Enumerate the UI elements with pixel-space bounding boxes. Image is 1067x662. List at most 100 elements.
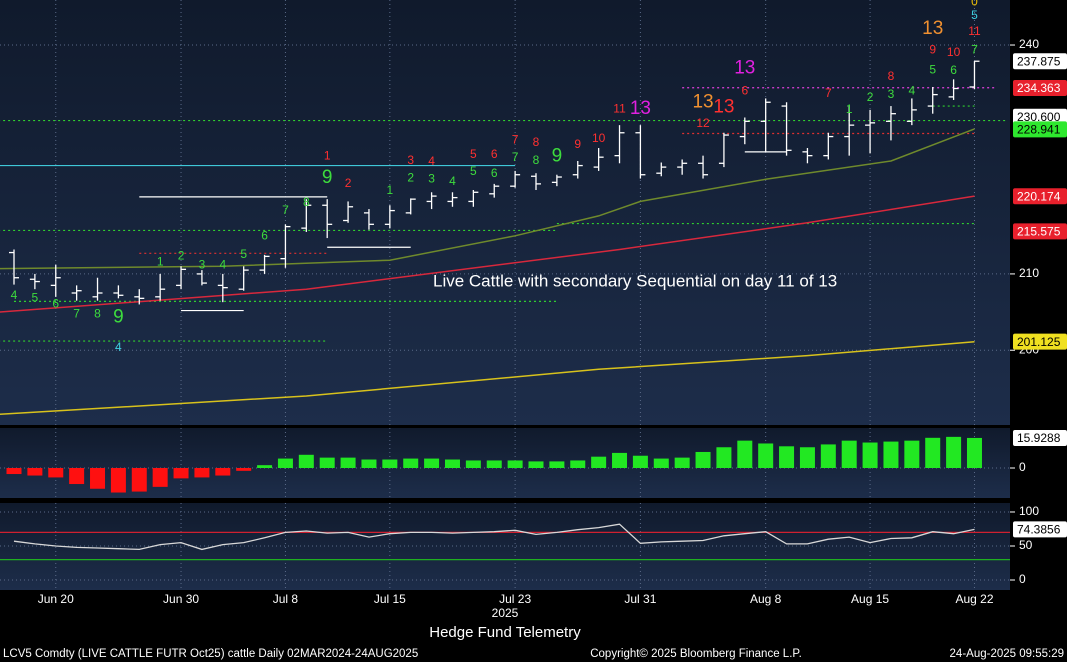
year-label: 2025 <box>492 606 519 620</box>
sequential-count: 3 <box>428 171 435 185</box>
histogram-bar <box>883 441 899 468</box>
price-tag <box>1013 53 1067 70</box>
chart-annotation: Live Cattle with secondary Sequential on… <box>433 271 837 290</box>
sequential-count: 9 <box>552 145 563 166</box>
sequential-count: 5 <box>32 291 39 305</box>
histogram-bar <box>966 437 982 468</box>
histogram-bar <box>277 458 293 468</box>
histogram-bar <box>257 465 273 468</box>
price-tag <box>1013 521 1067 538</box>
histogram-bar <box>361 459 377 468</box>
sequential-count: 10 <box>592 131 606 145</box>
sequential-count: 3 <box>407 153 414 167</box>
histogram-bar <box>298 454 314 468</box>
sequential-count: 3 <box>199 258 206 272</box>
histogram-bar <box>173 468 189 479</box>
histogram-bar <box>236 468 252 471</box>
histogram-bar <box>904 440 920 468</box>
histogram-bar <box>549 461 565 468</box>
x-axis-title: Hedge Fund Telemetry <box>429 624 581 641</box>
histogram-bar <box>90 468 106 489</box>
y-tick-label: 0 <box>1019 460 1026 474</box>
sequential-count: 5 <box>470 164 477 178</box>
price-tag <box>1013 333 1067 350</box>
sequential-count: 7 <box>512 133 519 147</box>
price-tag <box>1013 223 1067 240</box>
histogram-bar <box>799 447 815 468</box>
sequential-count: 6 <box>741 84 748 98</box>
histogram-bar <box>716 447 732 468</box>
sequential-count: 10 <box>947 45 961 59</box>
x-tick-label: Jul 31 <box>624 592 656 606</box>
sequential-count: 8 <box>533 135 540 149</box>
sequential-count: 2 <box>178 249 185 263</box>
price-tag <box>1013 121 1067 138</box>
histogram-panel <box>0 428 1010 498</box>
moving-average <box>0 128 975 270</box>
sequential-count: 11 <box>613 101 626 115</box>
x-tick-label: Jul 23 <box>499 592 531 606</box>
sequential-count: 0 <box>971 0 978 8</box>
main-panel <box>0 0 1010 425</box>
x-tick-label: Jun 30 <box>163 592 199 606</box>
histogram-bar <box>215 468 231 476</box>
sequential-count: 8 <box>888 69 895 83</box>
x-tick-label: Aug 22 <box>955 592 993 606</box>
sequential-count: 12 <box>696 116 710 130</box>
histogram-bar <box>6 468 22 475</box>
histogram-bar <box>382 459 398 468</box>
price-tag-label: 220.174 <box>1017 189 1061 203</box>
sequential-count: 6 <box>261 229 268 243</box>
sequential-count: 9 <box>113 306 124 327</box>
y-tick-label: 100 <box>1019 504 1039 518</box>
y-tick-label: 240 <box>1019 37 1039 51</box>
x-tick-label: Aug 15 <box>851 592 889 606</box>
sequential-count: 7 <box>512 150 519 164</box>
histogram-bar <box>424 458 440 468</box>
oscillator-panel <box>0 503 1010 590</box>
sequential-count: 9 <box>574 137 581 151</box>
sequential-count: 13 <box>734 58 755 79</box>
sequential-count: 13 <box>713 97 734 118</box>
x-tick-label: Jun 20 <box>38 592 74 606</box>
sequential-count: 7 <box>825 86 832 100</box>
price-tag-label: 234.363 <box>1017 81 1061 95</box>
sequential-count: 5 <box>470 147 477 161</box>
sequential-count: 4 <box>449 174 456 188</box>
histogram-bar <box>528 461 544 468</box>
sequential-count: 8 <box>533 153 540 167</box>
price-tag-label: 230.600 <box>1017 110 1061 124</box>
sequential-count: 6 <box>491 166 498 180</box>
sequential-count: 1 <box>324 149 331 163</box>
footer-left: LCV5 Comdty (LIVE CATTLE FUTR Oct25) cat… <box>3 648 418 660</box>
x-tick-label: Jul 15 <box>374 592 406 606</box>
sequential-count: 11 <box>968 24 981 38</box>
y-tick-label: 0 <box>1019 572 1026 586</box>
histogram-bar <box>507 460 523 468</box>
histogram-bar <box>591 456 607 468</box>
histogram-bar <box>486 460 502 468</box>
histogram-bar <box>946 436 962 468</box>
footer-center: Copyright© 2025 Bloomberg Finance L.P. <box>590 648 802 660</box>
oscillator-line <box>13 523 975 551</box>
sequential-count: 13 <box>922 18 943 39</box>
sequential-count: 5 <box>971 8 978 22</box>
sequential-count: 7 <box>282 203 289 217</box>
sequential-count: 1 <box>386 183 393 197</box>
price-tag-label: 201.125 <box>1017 335 1061 349</box>
histogram-bar <box>653 458 669 468</box>
sequential-count: 13 <box>630 98 651 119</box>
histogram-bar <box>695 451 711 468</box>
sequential-count: 2 <box>867 90 874 104</box>
sequential-count: 1 <box>846 102 853 116</box>
sequential-count: 4 <box>908 84 915 98</box>
histogram-bar <box>131 468 147 492</box>
sequential-count: 2 <box>345 176 352 190</box>
histogram-bar <box>758 443 774 468</box>
histogram-bar <box>841 440 857 468</box>
sequential-count: 7 <box>73 307 80 321</box>
histogram-bar <box>570 460 586 468</box>
price-tag-label: 15.9288 <box>1017 431 1061 445</box>
x-tick-label: Aug 8 <box>750 592 782 606</box>
